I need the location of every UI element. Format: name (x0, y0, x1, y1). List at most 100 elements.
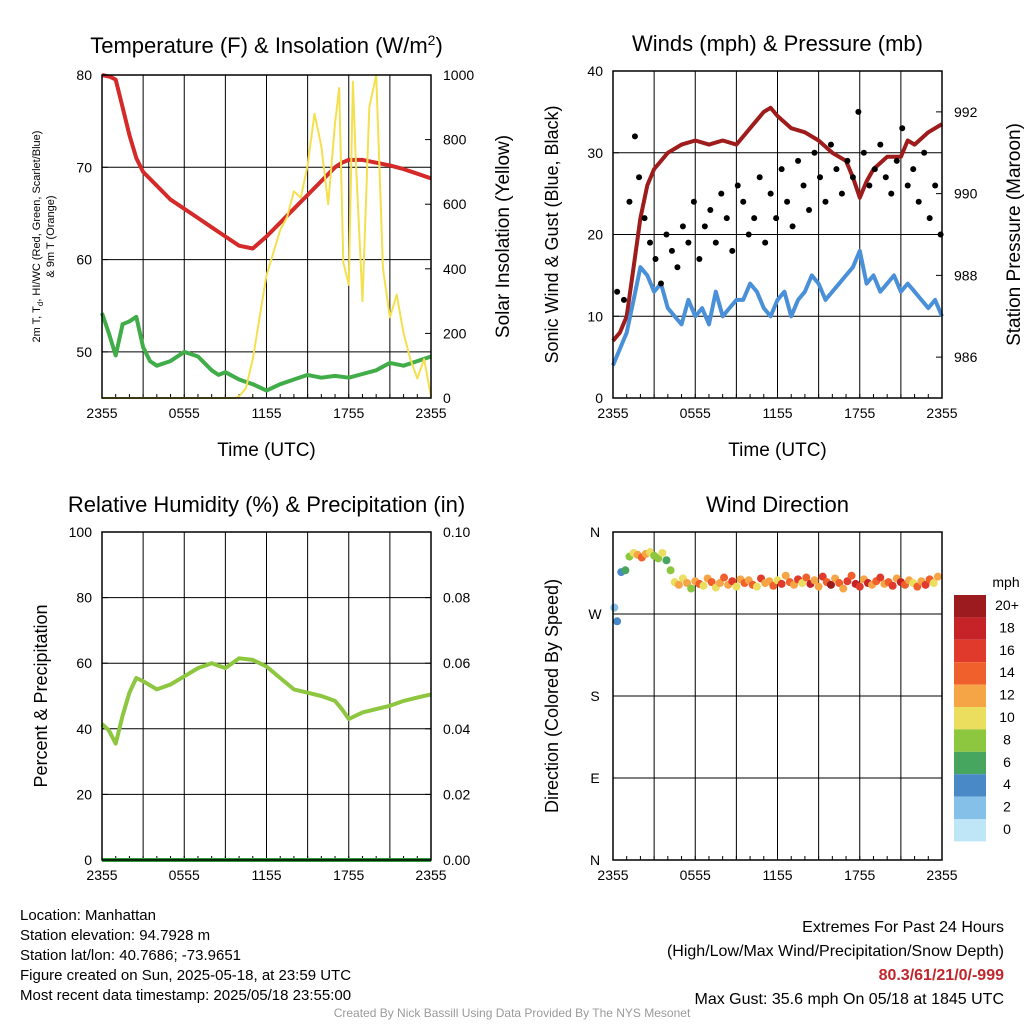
y-axis-label: Sonic Wind & Gust (Blue, Black) (542, 105, 562, 363)
gust-point (751, 215, 758, 222)
gust-point (877, 141, 884, 148)
x-axis-label: Time (UTC) (217, 440, 316, 461)
gust-point (620, 296, 627, 303)
direction-point (929, 579, 938, 588)
y-right-tick-label: 986 (954, 349, 978, 365)
direction-point (814, 582, 823, 591)
y-tick-label: 60 (76, 655, 92, 671)
colorbar-label: 14 (999, 664, 1015, 680)
gust-point (663, 231, 670, 238)
colorbar-swatch (954, 684, 986, 707)
gust-point (626, 198, 633, 205)
direction-point (720, 573, 729, 582)
chart-title: Winds (mph) & Pressure (mb) (632, 31, 923, 56)
created-text: Figure created on Sun, 2025-05-18, at 23… (20, 967, 352, 984)
gust-point (734, 182, 741, 189)
gust-point (641, 215, 648, 222)
colorbar-label: 12 (999, 687, 1015, 703)
gust-point (762, 239, 769, 246)
gust-point (756, 174, 763, 181)
series-line (100, 656, 432, 746)
gust-point (685, 239, 692, 246)
y-tick-label: 30 (587, 145, 603, 161)
direction-point (839, 584, 848, 593)
colorbar-swatch (954, 595, 986, 618)
direction-point (683, 579, 692, 588)
extremes-panel: Extremes For Past 24 Hours (High/Low/Max… (667, 916, 1004, 1012)
y-tick-label: 70 (76, 159, 92, 175)
y-right-tick-label: 0.06 (443, 655, 470, 671)
direction-point (789, 580, 798, 589)
y-right-tick-label: 988 (954, 267, 978, 283)
direction-point (921, 580, 930, 589)
y-tick-label: 40 (76, 721, 92, 737)
y-right-axis-label: Solar Insolation (Yellow) (493, 135, 514, 338)
direction-point (913, 582, 922, 591)
y-tick-label: N (590, 524, 600, 540)
colorbar-swatch (954, 796, 986, 819)
x-tick-label: 1155 (762, 405, 792, 421)
direction-point (610, 603, 619, 612)
direction-point (662, 556, 671, 565)
gust-point (893, 157, 900, 164)
gust-point (652, 256, 659, 263)
gust-point (844, 157, 851, 164)
gust-point (784, 198, 791, 205)
gust-point (778, 166, 785, 173)
direction-point (855, 582, 864, 591)
direction-point (818, 572, 827, 581)
plot-frame (612, 531, 943, 861)
gust-point (729, 247, 736, 254)
gust-point (668, 247, 675, 254)
direction-point (752, 582, 761, 591)
direction-point (847, 571, 856, 580)
plot-frame (612, 70, 943, 399)
gust-point (701, 223, 708, 230)
extremes-subtitle: (High/Low/Max Wind/Precipitation/Snow De… (666, 943, 1004, 960)
extremes-title: Extremes For Past 24 Hours (802, 919, 1004, 936)
y-tick-label: 80 (76, 590, 92, 606)
colorbar-swatch (954, 662, 986, 685)
chart-title: Temperature (F) & Insolation (W/m2) (90, 32, 443, 58)
temp-panel: 2355 0555 1155 1755 235550607080020040060080… (31, 32, 514, 461)
chart-title: Wind Direction (706, 492, 849, 517)
gust-point (712, 239, 719, 246)
colorbar-label: 8 (1003, 731, 1011, 747)
series-line (611, 105, 944, 343)
gust-point (657, 280, 664, 287)
direction-point (826, 580, 835, 589)
y-axis-label: Percent & Precipitation (31, 604, 51, 787)
direction-point (687, 584, 696, 593)
gust-point (926, 215, 933, 222)
direction-point (621, 566, 630, 575)
direction-point (728, 577, 737, 586)
gust-point (882, 174, 889, 181)
gust-point (800, 182, 807, 189)
colorbar-label: 4 (1003, 776, 1011, 792)
direction-point (715, 579, 724, 588)
colorbar-label: 20+ (995, 597, 1019, 613)
direction-point (933, 572, 942, 581)
latlon-text: Station lat/lon: 40.7686; -73.9651 (20, 947, 242, 964)
x-tick-label: 2355 (415, 405, 446, 421)
gust-point (822, 198, 829, 205)
direction-point (699, 581, 708, 590)
gust-point (888, 190, 895, 197)
colorbar-label: 18 (999, 619, 1015, 635)
x-tick-label: 0555 (169, 867, 200, 883)
x-tick-label: 2355 (926, 405, 957, 421)
x-tick-label: 2355 (86, 405, 117, 421)
y-right-tick-label: 0.02 (443, 786, 470, 802)
x-tick-label: 2355 (597, 867, 628, 883)
direction-point (613, 617, 622, 626)
credit-text: Created By Nick Bassill Using Data Provi… (333, 1006, 691, 1020)
direction-point (802, 573, 811, 582)
gust-point (827, 141, 834, 148)
gust-point (915, 198, 922, 205)
gust-point (773, 215, 780, 222)
series-line (611, 248, 944, 367)
x-tick-label: 1155 (251, 405, 281, 421)
gust-point (789, 223, 796, 230)
y-right-tick-label: 990 (954, 186, 978, 202)
colorbar-label: 6 (1003, 754, 1011, 770)
